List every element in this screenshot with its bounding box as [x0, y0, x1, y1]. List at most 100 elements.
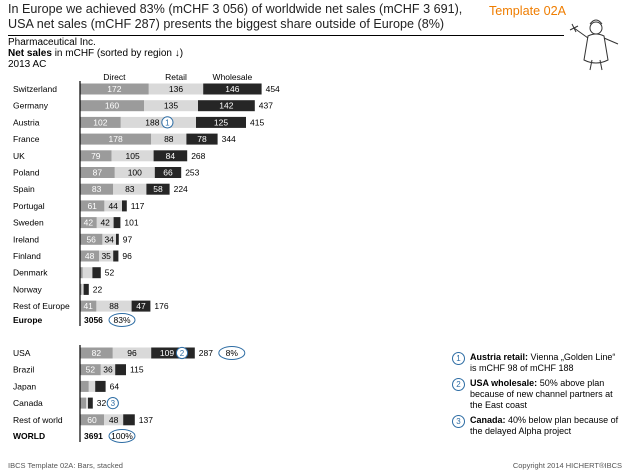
segment-value: 56: [86, 234, 96, 244]
category-label: Germany: [13, 101, 49, 111]
row-total: 32: [97, 398, 107, 408]
bar-segment-direct: [80, 217, 97, 229]
subtotal-label: WORLD: [13, 431, 45, 441]
segment-marker-text: 2: [180, 349, 185, 358]
segment-value: 142: [219, 101, 233, 111]
row-total: 344: [222, 134, 236, 144]
category-label: Denmark: [13, 268, 48, 278]
series-header-retail: Retail: [165, 72, 187, 82]
bar-segment-wholesale: [154, 167, 182, 178]
row-total: 115: [130, 365, 144, 375]
bar-segment-wholesale: [115, 364, 126, 376]
bar-segment-retail: [104, 414, 124, 426]
headline: In Europe we achieved 83% (mCHF 3 056) o…: [8, 2, 463, 31]
segment-value: 135: [164, 101, 178, 111]
bar-segment-wholesale: [203, 83, 262, 95]
bar-segment-wholesale: [88, 397, 93, 409]
bar-segment-direct: [80, 150, 112, 162]
note-text: Austria retail: Vienna „Golden Line“ is …: [470, 352, 624, 374]
bar-segment-retail: [100, 364, 116, 376]
bar-segment-direct: [80, 380, 89, 392]
series-header-wholesale: Wholesale: [213, 72, 253, 82]
bar-segment-retail: [96, 300, 132, 312]
category-label: Switzerland: [13, 84, 57, 94]
series-header-direct: Direct: [103, 72, 126, 82]
bar-segment-retail: [88, 380, 96, 392]
bar-segment-retail: [86, 397, 88, 409]
row-total: 454: [266, 84, 280, 94]
segment-value: 36: [103, 365, 113, 375]
row-total: 137: [139, 415, 153, 425]
category-label: Japan: [13, 381, 36, 391]
segment-value: 87: [93, 168, 103, 178]
note-body: 40% below plan because of the delayed Al…: [470, 415, 619, 436]
template-label: Template 02A: [489, 4, 567, 18]
note-text: USA wholesale: 50% above plan because of…: [470, 378, 624, 411]
bar-segment-wholesale: [131, 300, 151, 312]
segment-value: 83: [125, 184, 135, 194]
note-marker: 3: [452, 415, 465, 428]
segment-value: 78: [197, 134, 207, 144]
row-total: 287: [199, 348, 213, 358]
subtotal-value: 3056: [84, 315, 103, 325]
category-label: Brazil: [13, 365, 34, 375]
category-label: Canada: [13, 398, 43, 408]
bar-segment-direct: [80, 116, 121, 128]
segment-marker-circle: [161, 116, 174, 129]
bar-segment-direct: [80, 300, 97, 312]
bar-segment-direct: [80, 397, 86, 409]
category-label: Portugal: [13, 201, 45, 211]
bar-segment-wholesale: [196, 116, 246, 128]
segment-value: 42: [84, 218, 94, 228]
segment-value: 125: [214, 117, 228, 127]
row-total: 176: [154, 301, 168, 311]
bar-segment-direct: [80, 283, 82, 295]
segment-value: 109: [160, 348, 174, 358]
subtotal-share-ellipse: [108, 313, 136, 327]
segment-value: 41: [83, 301, 93, 311]
row-total: 96: [122, 251, 132, 261]
category-label: Austria: [13, 117, 40, 127]
segment-value: 47: [136, 301, 146, 311]
bar-segment-direct: [80, 364, 101, 376]
row-total: 268: [191, 151, 205, 161]
note-title: Canada:: [470, 415, 506, 425]
note-body: 50% above plan because of new channel pa…: [470, 378, 613, 410]
bar-segment-wholesale: [95, 380, 106, 392]
bar-segment-retail: [81, 283, 84, 295]
category-label: Ireland: [13, 234, 39, 244]
segment-value: 84: [166, 151, 176, 161]
row-total: 415: [250, 117, 264, 127]
segment-value: 34: [104, 234, 114, 244]
bar-segment-wholesale: [123, 414, 135, 426]
row-total: 52: [105, 268, 115, 278]
segment-value: 102: [93, 117, 107, 127]
bar-segment-wholesale: [151, 347, 195, 359]
bar-segment-retail: [151, 133, 187, 145]
total-marker-circle: [106, 397, 119, 410]
period-label: 2013 AC: [8, 59, 47, 70]
bar-segment-direct: [80, 233, 103, 245]
row-share-ellipse: [218, 346, 246, 360]
segment-value: 35: [101, 251, 111, 261]
segment-marker-text: 1: [165, 118, 170, 127]
mascot-figure: [569, 19, 619, 71]
bar-segment-retail: [114, 167, 155, 178]
measure-label: Net sales in mCHF (sorted by region ↓): [8, 48, 183, 59]
bar-segment-retail: [111, 150, 154, 162]
segment-value: 136: [169, 84, 183, 94]
row-total: 97: [123, 234, 133, 244]
segment-value: 178: [109, 134, 123, 144]
subtotal-value: 3691: [84, 431, 103, 441]
measure-bold: Net sales: [8, 48, 52, 59]
bar-segment-wholesale: [146, 183, 170, 195]
row-total: 101: [124, 218, 138, 228]
bar-segment-retail: [148, 83, 204, 95]
row-total: 437: [259, 101, 273, 111]
segment-marker-circle: [175, 346, 189, 360]
bar-segment-retail: [96, 217, 114, 229]
category-label: Norway: [13, 284, 43, 294]
bar-segment-wholesale: [83, 283, 89, 295]
category-label: France: [13, 134, 40, 144]
note-marker: 2: [452, 378, 465, 391]
